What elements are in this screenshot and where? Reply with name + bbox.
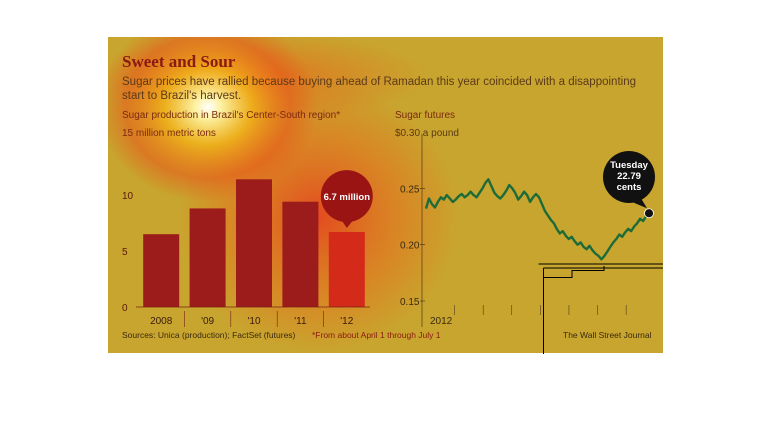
bar xyxy=(328,231,365,307)
callout-label: 22.79 xyxy=(617,171,641,182)
y-tick-label: 0.25 xyxy=(400,184,420,195)
footer-sources: Sources: Unica (production); FactSet (fu… xyxy=(122,330,296,340)
futures-unit-label: $0.30 a pound xyxy=(395,128,459,139)
y-tick-label: 5 xyxy=(122,247,128,258)
x-tick-label: '11 xyxy=(294,316,307,327)
callout-bubble xyxy=(320,170,373,223)
wsj-sugar-graphic: Sweet and Sour Sugar prices have rallied… xyxy=(108,37,663,353)
last-point-marker xyxy=(644,208,654,219)
x-tick-label: '12 xyxy=(340,316,353,327)
callout-label: 6.7 million xyxy=(324,192,371,203)
production-unit-label: 15 million metric tons xyxy=(122,128,216,139)
bar xyxy=(236,179,272,307)
footer-credit: The Wall Street Journal xyxy=(563,330,652,340)
x-axis-label: 2012 xyxy=(430,316,453,327)
y-tick-label: 0.15 xyxy=(400,297,420,308)
x-tick-label: '10 xyxy=(247,316,260,327)
chart-title: Sweet and Sour xyxy=(122,52,236,71)
x-tick-label: '09 xyxy=(201,316,214,327)
bar xyxy=(143,234,180,307)
callout-label: cents xyxy=(617,182,642,193)
y-tick-label: 10 xyxy=(122,191,134,202)
bar xyxy=(189,208,226,307)
callout-bubble xyxy=(603,151,655,203)
x-tick-label: 2008 xyxy=(150,316,173,327)
y-tick-label: 0 xyxy=(122,303,128,314)
y-tick-label: 0.20 xyxy=(400,241,420,252)
futures-chart-title: Sugar futures xyxy=(395,110,456,121)
series-line xyxy=(424,178,650,261)
charts-layer: 10 5 0 2008 '09 '10 '11 '12 6.7 million 0.25 0.20 0… xyxy=(122,134,655,327)
bar xyxy=(282,201,319,307)
chart-subtitle: Sugar prices have rallied because buying… xyxy=(122,76,636,102)
footer-note: *From about April 1 through July 1 xyxy=(312,330,441,340)
callout-label: Tuesday xyxy=(610,160,649,171)
production-chart-title: Sugar production in Brazil's Center-Sout… xyxy=(122,110,341,121)
